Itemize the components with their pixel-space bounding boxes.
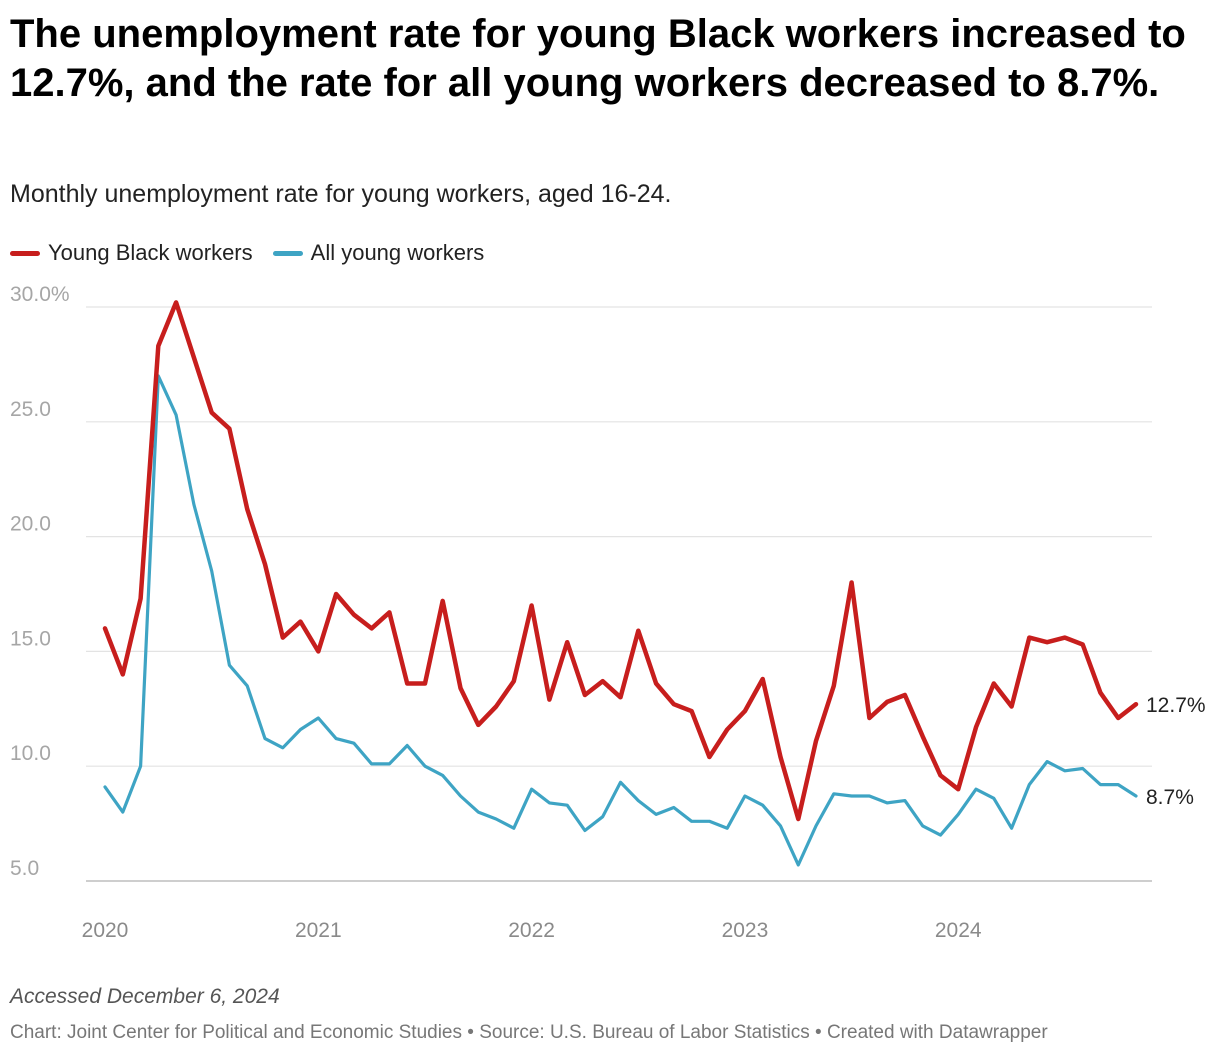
y-tick-label: 15.0 — [10, 627, 51, 650]
y-tick-label: 25.0 — [10, 398, 51, 421]
x-tick-label: 2021 — [295, 919, 342, 942]
y-tick-label: 10.0 — [10, 742, 51, 765]
legend-item-all-young-workers: All young workers — [272, 240, 485, 266]
end-label-young-black-workers: 12.7% — [1146, 694, 1206, 717]
y-tick-label: 30.0% — [10, 283, 70, 306]
chart-title: The unemployment rate for young Black wo… — [10, 12, 1186, 105]
series-line-all-young-workers — [103, 374, 1138, 867]
legend-label-all-young-workers: All young workers — [310, 240, 485, 265]
legend-label-young-black-workers: Young Black workers — [48, 240, 253, 265]
y-tick-label: 20.0 — [10, 513, 51, 536]
chart-footer: Chart: Joint Center for Political and Ec… — [10, 1022, 1048, 1043]
legend-item-young-black-workers: Young Black workers — [10, 240, 253, 266]
line-chart: 30.0% 25.0 20.0 15.0 10.0 5.0 2020 2021 2022 2023… — [10, 283, 1206, 942]
legend-swatch-all-young-workers — [272, 250, 303, 256]
chart-notes: Accessed December 6, 2024 — [10, 985, 280, 1008]
legend-swatch-young-black-workers — [10, 250, 40, 256]
x-tick-label: 2022 — [508, 919, 555, 942]
chart-subtitle: Monthly unemployment rate for young work… — [10, 180, 672, 208]
x-tick-label: 2020 — [82, 919, 129, 942]
x-tick-label: 2024 — [935, 919, 982, 942]
end-label-all-young-workers: 8.7% — [1146, 786, 1194, 809]
series-line-young-black-workers — [102, 300, 1139, 822]
y-tick-label: 5.0 — [10, 857, 39, 880]
legend: Young Black workers All young workers — [10, 240, 504, 266]
x-tick-label: 2023 — [722, 919, 769, 942]
